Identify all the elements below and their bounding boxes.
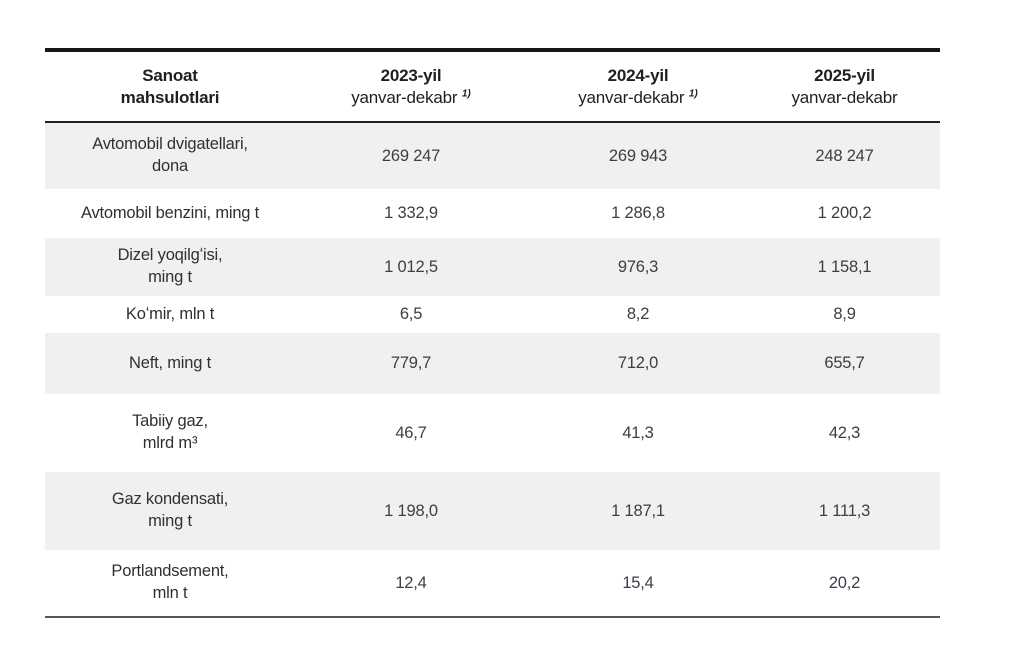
value-2023: 1 012,5 (384, 257, 438, 276)
header-2024-period-text: yanvar-dekabr (578, 87, 685, 107)
value-2024: 1 286,8 (611, 204, 665, 222)
header-product-line-2: mahsulotlari (120, 87, 220, 107)
value-2023: 46,7 (395, 423, 427, 442)
value-2023: 779,7 (390, 354, 432, 372)
value-2024: 15,4 (622, 573, 654, 592)
product-cell: Tabiiy gaz, mlrd m³ (45, 411, 295, 455)
product-cell: Avtomobil benzini, ming t (45, 203, 295, 225)
value-2025: 20,2 (828, 573, 861, 592)
product-line: Avtomobil dvigatellari, (92, 135, 248, 154)
product-cell: Avtomobil dvigatellari, dona (45, 134, 295, 178)
header-2024-year: 2024-yil (607, 65, 669, 85)
value-2024: 41,3 (622, 423, 654, 442)
value-2023: 1 198,0 (384, 501, 438, 520)
value-2024: 1 187,1 (611, 501, 665, 520)
value-2023: 269 247 (381, 146, 441, 165)
product-cell: Gaz kondensati, ming t (45, 489, 295, 533)
product-line: Tabiiy gaz, (132, 412, 208, 431)
header-2025-period-text: yanvar-dekabr (791, 87, 898, 107)
product-line: Portlandsement, (111, 562, 229, 581)
value-2023: 12,4 (395, 573, 427, 592)
header-2025-period: yanvar-dekabr (755, 87, 934, 109)
table-row: Neft, ming t 779,7 712,0 655,7 (45, 333, 940, 394)
header-2024-period: yanvar-dekabr 1) (533, 87, 743, 109)
value-2024: 8,2 (626, 305, 650, 323)
product-line: Koʻmir, mln t (125, 304, 215, 323)
product-cell: Koʻmir, mln t (45, 304, 295, 326)
product-line: Avtomobil benzini, ming t (80, 203, 260, 222)
value-2024: 976,3 (617, 257, 659, 276)
product-line: ming t (148, 268, 192, 286)
header-product-column: Sanoat mahsulotlari (45, 65, 295, 109)
product-cell: Portlandsement, mln t (45, 561, 295, 605)
value-2023: 1 332,9 (384, 204, 438, 222)
header-2025-year: 2025-yil (814, 65, 875, 85)
product-line: Gaz kondensati, (111, 490, 229, 509)
value-2025: 8,9 (833, 305, 856, 323)
header-2023-year: 2023-yil (380, 65, 442, 85)
value-2025: 1 111,3 (818, 501, 871, 520)
value-2025: 1 158,1 (817, 257, 872, 276)
value-2025: 42,3 (828, 423, 861, 442)
value-2024: 712,0 (617, 354, 659, 372)
product-line: mlrd m³ (142, 434, 198, 452)
header-2023-column: 2023-yil yanvar-dekabr 1) (295, 65, 527, 109)
footnote-marker: 1) (461, 87, 471, 99)
product-line: Dizel yoqilgʻisi, (117, 246, 223, 265)
product-line: ming t (148, 512, 192, 530)
table-header-row: Sanoat mahsulotlari 2023-yil yanvar-deka… (45, 52, 940, 123)
header-product-line-1: Sanoat (142, 65, 198, 85)
header-2024-column: 2024-yil yanvar-dekabr 1) (527, 65, 749, 109)
header-2023-period-text: yanvar-dekabr (351, 87, 458, 107)
value-2025: 248 247 (815, 146, 874, 165)
product-cell: Dizel yoqilgʻisi, ming t (45, 245, 295, 289)
table-row: Portlandsement, mln t 12,4 15,4 20,2 (45, 550, 940, 616)
product-line: Neft, ming t (129, 353, 211, 372)
value-2023: 6,5 (399, 305, 423, 323)
table-row: Avtomobil benzini, ming t 1 332,9 1 286,… (45, 189, 940, 238)
table-row: Koʻmir, mln t 6,5 8,2 8,9 (45, 296, 940, 333)
table-row: Tabiiy gaz, mlrd m³ 46,7 41,3 42,3 (45, 394, 940, 472)
value-2024: 269 943 (608, 146, 668, 165)
table-row: Avtomobil dvigatellari, dona 269 247 269… (45, 123, 940, 189)
product-line: mln t (152, 584, 188, 602)
header-2023-period: yanvar-dekabr 1) (301, 87, 521, 109)
header-2025-column: 2025-yil yanvar-dekabr (749, 65, 940, 109)
product-line: dona (152, 157, 188, 175)
footnote-marker: 1) (688, 87, 698, 99)
table-row: Dizel yoqilgʻisi, ming t 1 012,5 976,3 1… (45, 238, 940, 296)
industrial-products-table: Sanoat mahsulotlari 2023-yil yanvar-deka… (45, 48, 940, 618)
value-2025: 655,7 (824, 354, 865, 372)
product-cell: Neft, ming t (45, 353, 295, 375)
table-row: Gaz kondensati, ming t 1 198,0 1 187,1 1… (45, 472, 940, 550)
value-2025: 1 200,2 (817, 204, 872, 222)
